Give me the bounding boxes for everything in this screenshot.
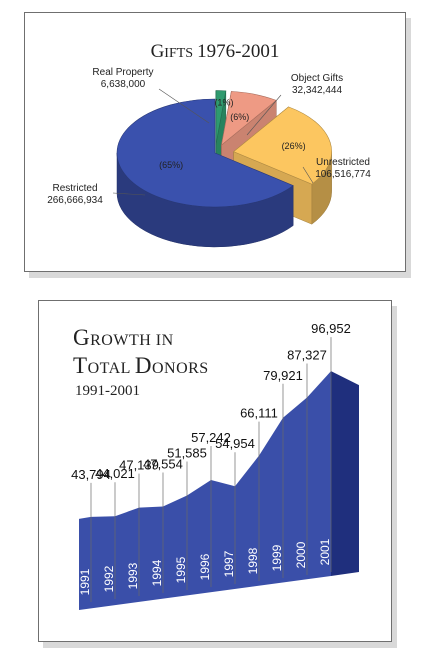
pie-slice-top-real-property <box>215 90 227 145</box>
pie-pct-label-real-property: (1%) <box>214 98 233 108</box>
area-year-label-2001: 2001 <box>318 538 332 565</box>
pie-category-label-restricted: Restricted <box>52 183 97 194</box>
area-side-face <box>331 371 359 576</box>
area-value-label-1998: 66,111 <box>240 406 278 421</box>
area-labels: 43,794 1991 44,021 1992 47,139 1993 47,554 1994… <box>71 321 351 602</box>
area-year-label-1993: 1993 <box>126 562 140 589</box>
pie-value-label-real-property: 6,638,000 <box>101 79 146 90</box>
area-value-label-1996: 57,242 <box>191 430 231 445</box>
area-year-label-2000: 2000 <box>294 541 308 568</box>
gifts-pie-chart: Gifts 1976-2001 (1%) Real Property6,638,00… <box>47 41 371 248</box>
area-shapes <box>79 371 359 610</box>
pie-category-label-unrestricted: Unrestricted <box>316 157 370 168</box>
pie-slice-top-restricted <box>116 98 294 208</box>
area-value-label-1993: 47,139 <box>119 458 159 473</box>
area-year-label-1995: 1995 <box>174 556 188 583</box>
pie-category-label-real-property: Real Property <box>92 67 153 78</box>
area-value-label-2001: 96,952 <box>311 321 351 336</box>
pie-value-label-object-gifts: 32,342,444 <box>292 85 342 96</box>
area-value-label-1995: 51,585 <box>167 445 207 460</box>
area-value-label-1997: 54,954 <box>215 436 255 451</box>
area-title-line1: Growth in <box>73 325 174 350</box>
pie-category-label-object-gifts: Object Gifts <box>291 73 343 84</box>
donors-area-chart: Growth in Total Donors 1991-2001 43,794 1… <box>71 321 359 610</box>
pie-slices <box>116 90 332 248</box>
area-value-label-1992: 44,021 <box>95 466 135 481</box>
pie-pct-label-object-gifts: (6%) <box>230 112 249 122</box>
area-title-line2: Total Donors <box>73 353 209 378</box>
area-year-label-1999: 1999 <box>270 544 284 571</box>
area-subtitle: 1991-2001 <box>75 383 140 399</box>
area-value-label-1991: 43,794 <box>71 467 111 482</box>
gifts-pie-panel: Gifts 1976-2001 (1%) Real Property 6,638,00… <box>24 12 406 272</box>
area-year-label-1998: 1998 <box>246 547 260 574</box>
donors-area-panel: Growth in Total Donors 1991-2001 43,794 1… <box>38 300 392 642</box>
area-year-label-1996: 1996 <box>198 553 212 580</box>
area-front-face <box>79 371 331 610</box>
pie-pct-label-restricted: (65%) <box>159 160 183 170</box>
pie-chart-title: Gifts 1976-2001 <box>151 41 280 62</box>
area-year-label-1994: 1994 <box>150 559 164 586</box>
pie-value-label-unrestricted: 106,516,774 <box>315 169 371 180</box>
pie-leader-line-real-property <box>158 88 210 124</box>
pie-slice-top-unrestricted <box>233 106 332 185</box>
area-year-label-1991: 1991 <box>78 568 92 595</box>
area-value-label-1994: 47,554 <box>143 457 183 472</box>
pie-value-label-restricted: 266,666,934 <box>47 195 103 206</box>
pie-pct-label-unrestricted: (26%) <box>282 141 306 151</box>
area-year-label-1997: 1997 <box>222 550 236 577</box>
pie-leader-line-object-gifts <box>246 94 282 136</box>
area-value-label-2000: 87,327 <box>287 348 327 363</box>
pie-leader-line-restricted <box>112 192 146 196</box>
pie-leader-line-unrestricted <box>302 166 314 184</box>
area-year-label-1992: 1992 <box>102 565 116 592</box>
area-value-label-1999: 79,921 <box>263 368 303 383</box>
